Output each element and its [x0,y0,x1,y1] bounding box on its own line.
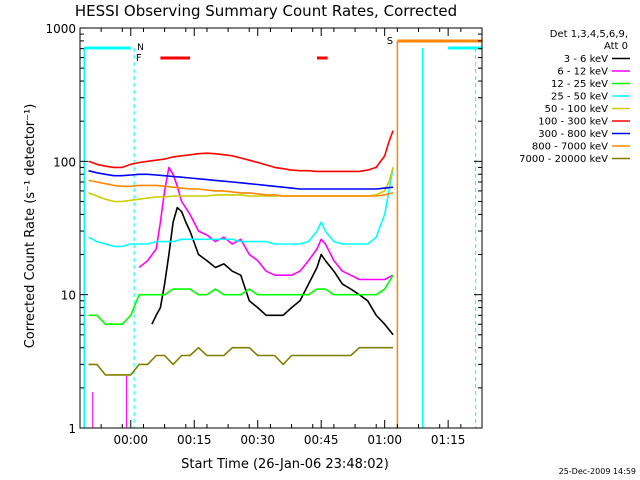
series-line [88,169,394,190]
series-line [138,166,394,281]
legend-header: Att 0 [604,41,628,52]
legend-header: Det 1,3,4,5,6,9, [550,29,628,40]
flag-n-label: N [137,43,144,53]
x-axis-label: Start Time (26-Jan-06 23:48:02) [181,457,389,472]
flag-f-label: F [136,53,142,64]
legend-entry-label: 100 - 300 keV [538,117,608,128]
x-tick-label: 01:15 [431,433,466,447]
legend: Det 1,3,4,5,6,9,Att 0 3 - 6 keV 6 - 12 keV… [519,29,630,165]
legend-entry-label: 50 - 100 keV [545,104,609,115]
legend-entry-label: 7000 - 20000 keV [519,154,608,165]
y-tick-label: 1 [68,422,76,436]
x-tick-label: 00:00 [113,433,148,447]
legend-entry-label: 3 - 6 keV [564,54,608,65]
x-tick-label: 00:15 [177,433,212,447]
legend-entry-label: 25 - 50 keV [551,92,608,103]
footer-timestamp: 25-Dec-2009 14:59 [559,467,636,476]
flag-s-label: S [387,36,393,47]
y-tick-label: 100 [53,155,76,169]
y-axis-label: Corrected Count Rate (s⁻¹ detector⁻¹) [23,104,38,349]
y-tick-label: 1000 [45,22,76,36]
x-tick-label: 01:00 [367,433,402,447]
x-tick-label: 00:30 [240,433,275,447]
series-line [88,274,394,326]
series-line [88,167,394,248]
chart-title: HESSI Observing Summary Count Rates, Cor… [75,2,457,20]
legend-entry-label: 300 - 800 keV [538,129,608,140]
plot-frame [79,27,483,429]
legend-entry-label: 12 - 25 keV [551,79,608,90]
axes: 1 10 100 1000 00:00 00:15 00:30 00:45 01:00 01:15 [45,22,483,447]
series-line [88,130,394,173]
series-line [151,206,394,336]
x-tick-label: 00:45 [304,433,339,447]
legend-entry-label: 800 - 7000 keV [532,142,608,153]
legend-entry-label: 6 - 12 keV [557,67,608,78]
plot-area: NF S [83,36,482,428]
series-line [88,179,394,197]
y-tick-label: 10 [61,289,76,303]
series-line [88,346,394,376]
